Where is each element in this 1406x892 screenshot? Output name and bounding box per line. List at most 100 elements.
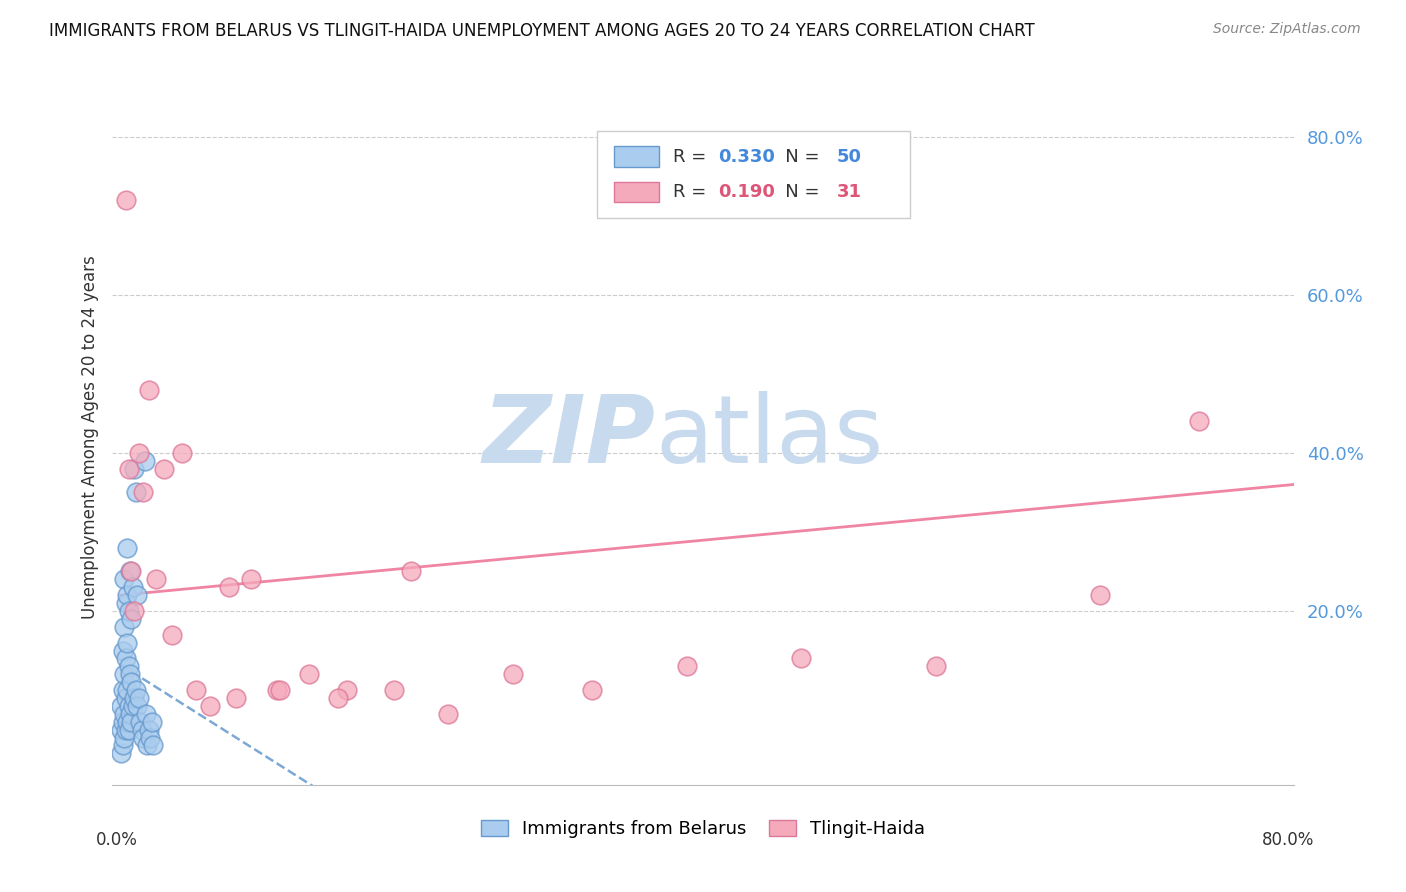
Point [124,690,146,705]
Point [115,635,138,649]
Point [120,565,142,579]
Point [269,683,291,698]
Point [198,698,221,713]
Point [111,714,134,729]
Text: R =: R = [673,183,713,201]
Point [125,485,148,500]
Bar [614,146,659,168]
Text: ZIP: ZIP [482,391,655,483]
Point [789,651,811,665]
Point [112,667,135,681]
Point [1088,588,1111,602]
Point [328,690,350,705]
Point [336,683,359,698]
Point [112,731,135,745]
Point [127,588,149,602]
Point [111,739,134,753]
Point [114,690,136,705]
Point [111,643,134,657]
Point [240,573,263,587]
Point [131,723,153,737]
Point [1188,414,1211,428]
Point [266,683,288,698]
Point [124,461,146,475]
Point [120,714,142,729]
Point [110,747,132,761]
Point [184,683,207,698]
Point [218,580,240,594]
Point [112,620,135,634]
Text: IMMIGRANTS FROM BELARUS VS TLINGIT-HAIDA UNEMPLOYMENT AMONG AGES 20 TO 24 YEARS : IMMIGRANTS FROM BELARUS VS TLINGIT-HAIDA… [49,22,1035,40]
Point [132,485,155,500]
Point [145,573,167,587]
Point [136,739,159,753]
Text: atlas: atlas [655,391,884,483]
Point [114,596,136,610]
Text: 0.330: 0.330 [718,148,775,166]
Point [138,383,160,397]
Point [115,588,138,602]
Text: N =: N = [768,148,825,166]
Point [502,667,524,681]
Point [114,193,136,207]
Point [134,454,156,468]
Point [162,628,184,642]
Point [925,659,948,673]
Point [112,706,135,721]
Text: 50: 50 [837,148,862,166]
Point [118,667,141,681]
Point [132,731,155,745]
Text: N =: N = [768,183,825,201]
Point [676,659,699,673]
Text: 0.190: 0.190 [718,183,775,201]
Point [117,723,139,737]
Point [125,683,148,698]
Text: R =: R = [673,148,713,166]
Point [129,714,152,729]
Point [437,706,460,721]
Text: Source: ZipAtlas.com: Source: ZipAtlas.com [1213,22,1361,37]
FancyBboxPatch shape [596,131,910,218]
Point [118,565,141,579]
Point [110,723,132,737]
Text: 0.0%: 0.0% [96,831,138,849]
Point [115,683,138,698]
Point [138,723,160,737]
Point [141,714,163,729]
Point [382,683,405,698]
Point [114,723,136,737]
Point [128,690,150,705]
Point [120,675,142,690]
Point [581,683,603,698]
Point [117,604,139,618]
Point [127,698,149,713]
Point [117,659,139,673]
Point [112,573,135,587]
Text: 31: 31 [837,183,862,201]
Point [152,461,174,475]
Point [401,565,423,579]
Y-axis label: Unemployment Among Ages 20 to 24 years: Unemployment Among Ages 20 to 24 years [80,255,98,619]
Point [117,461,139,475]
Point [128,446,150,460]
Point [115,541,138,555]
Point [135,706,157,721]
Point [142,739,165,753]
Point [139,731,162,745]
Point [122,580,145,594]
Bar [614,182,659,202]
Point [124,604,146,618]
Point [117,698,139,713]
Point [120,612,142,626]
Point [114,651,136,665]
Legend: Immigrants from Belarus, Tlingit-Haida: Immigrants from Belarus, Tlingit-Haida [474,813,932,846]
Text: 80.0%: 80.0% [1263,831,1315,849]
Point [225,690,247,705]
Point [115,714,138,729]
Point [118,706,141,721]
Point [110,698,132,713]
Point [172,446,194,460]
Point [111,683,134,698]
Point [122,698,145,713]
Point [298,667,321,681]
